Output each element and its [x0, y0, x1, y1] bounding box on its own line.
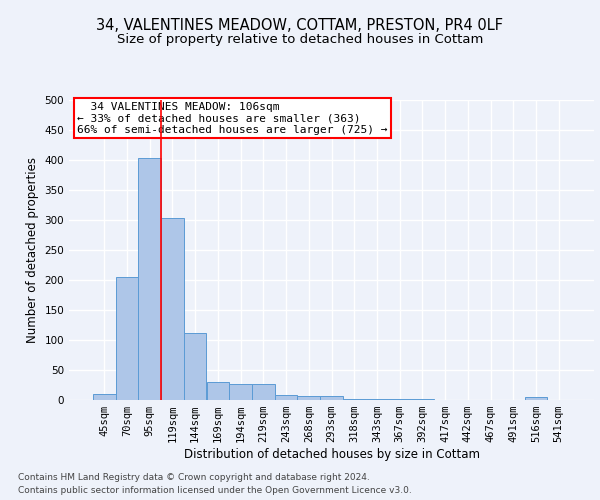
Bar [116, 277, 139, 400]
Text: Contains HM Land Registry data © Crown copyright and database right 2024.: Contains HM Land Registry data © Crown c… [18, 472, 370, 482]
Bar [275, 395, 298, 400]
Bar [206, 382, 229, 400]
Bar [388, 399, 411, 400]
Bar [343, 399, 365, 400]
X-axis label: Distribution of detached houses by size in Cottam: Distribution of detached houses by size … [184, 448, 479, 461]
Bar [365, 399, 388, 400]
Bar [229, 384, 252, 400]
Bar [524, 397, 547, 400]
Text: 34 VALENTINES MEADOW: 106sqm
← 33% of detached houses are smaller (363)
66% of s: 34 VALENTINES MEADOW: 106sqm ← 33% of de… [77, 102, 388, 134]
Bar [161, 218, 184, 400]
Bar [139, 158, 161, 400]
Bar [184, 333, 206, 400]
Text: 34, VALENTINES MEADOW, COTTAM, PRESTON, PR4 0LF: 34, VALENTINES MEADOW, COTTAM, PRESTON, … [97, 18, 503, 32]
Bar [411, 399, 434, 400]
Bar [298, 396, 320, 400]
Bar [320, 396, 343, 400]
Text: Size of property relative to detached houses in Cottam: Size of property relative to detached ho… [117, 32, 483, 46]
Bar [252, 384, 275, 400]
Y-axis label: Number of detached properties: Number of detached properties [26, 157, 39, 343]
Text: Contains public sector information licensed under the Open Government Licence v3: Contains public sector information licen… [18, 486, 412, 495]
Bar [93, 394, 116, 400]
